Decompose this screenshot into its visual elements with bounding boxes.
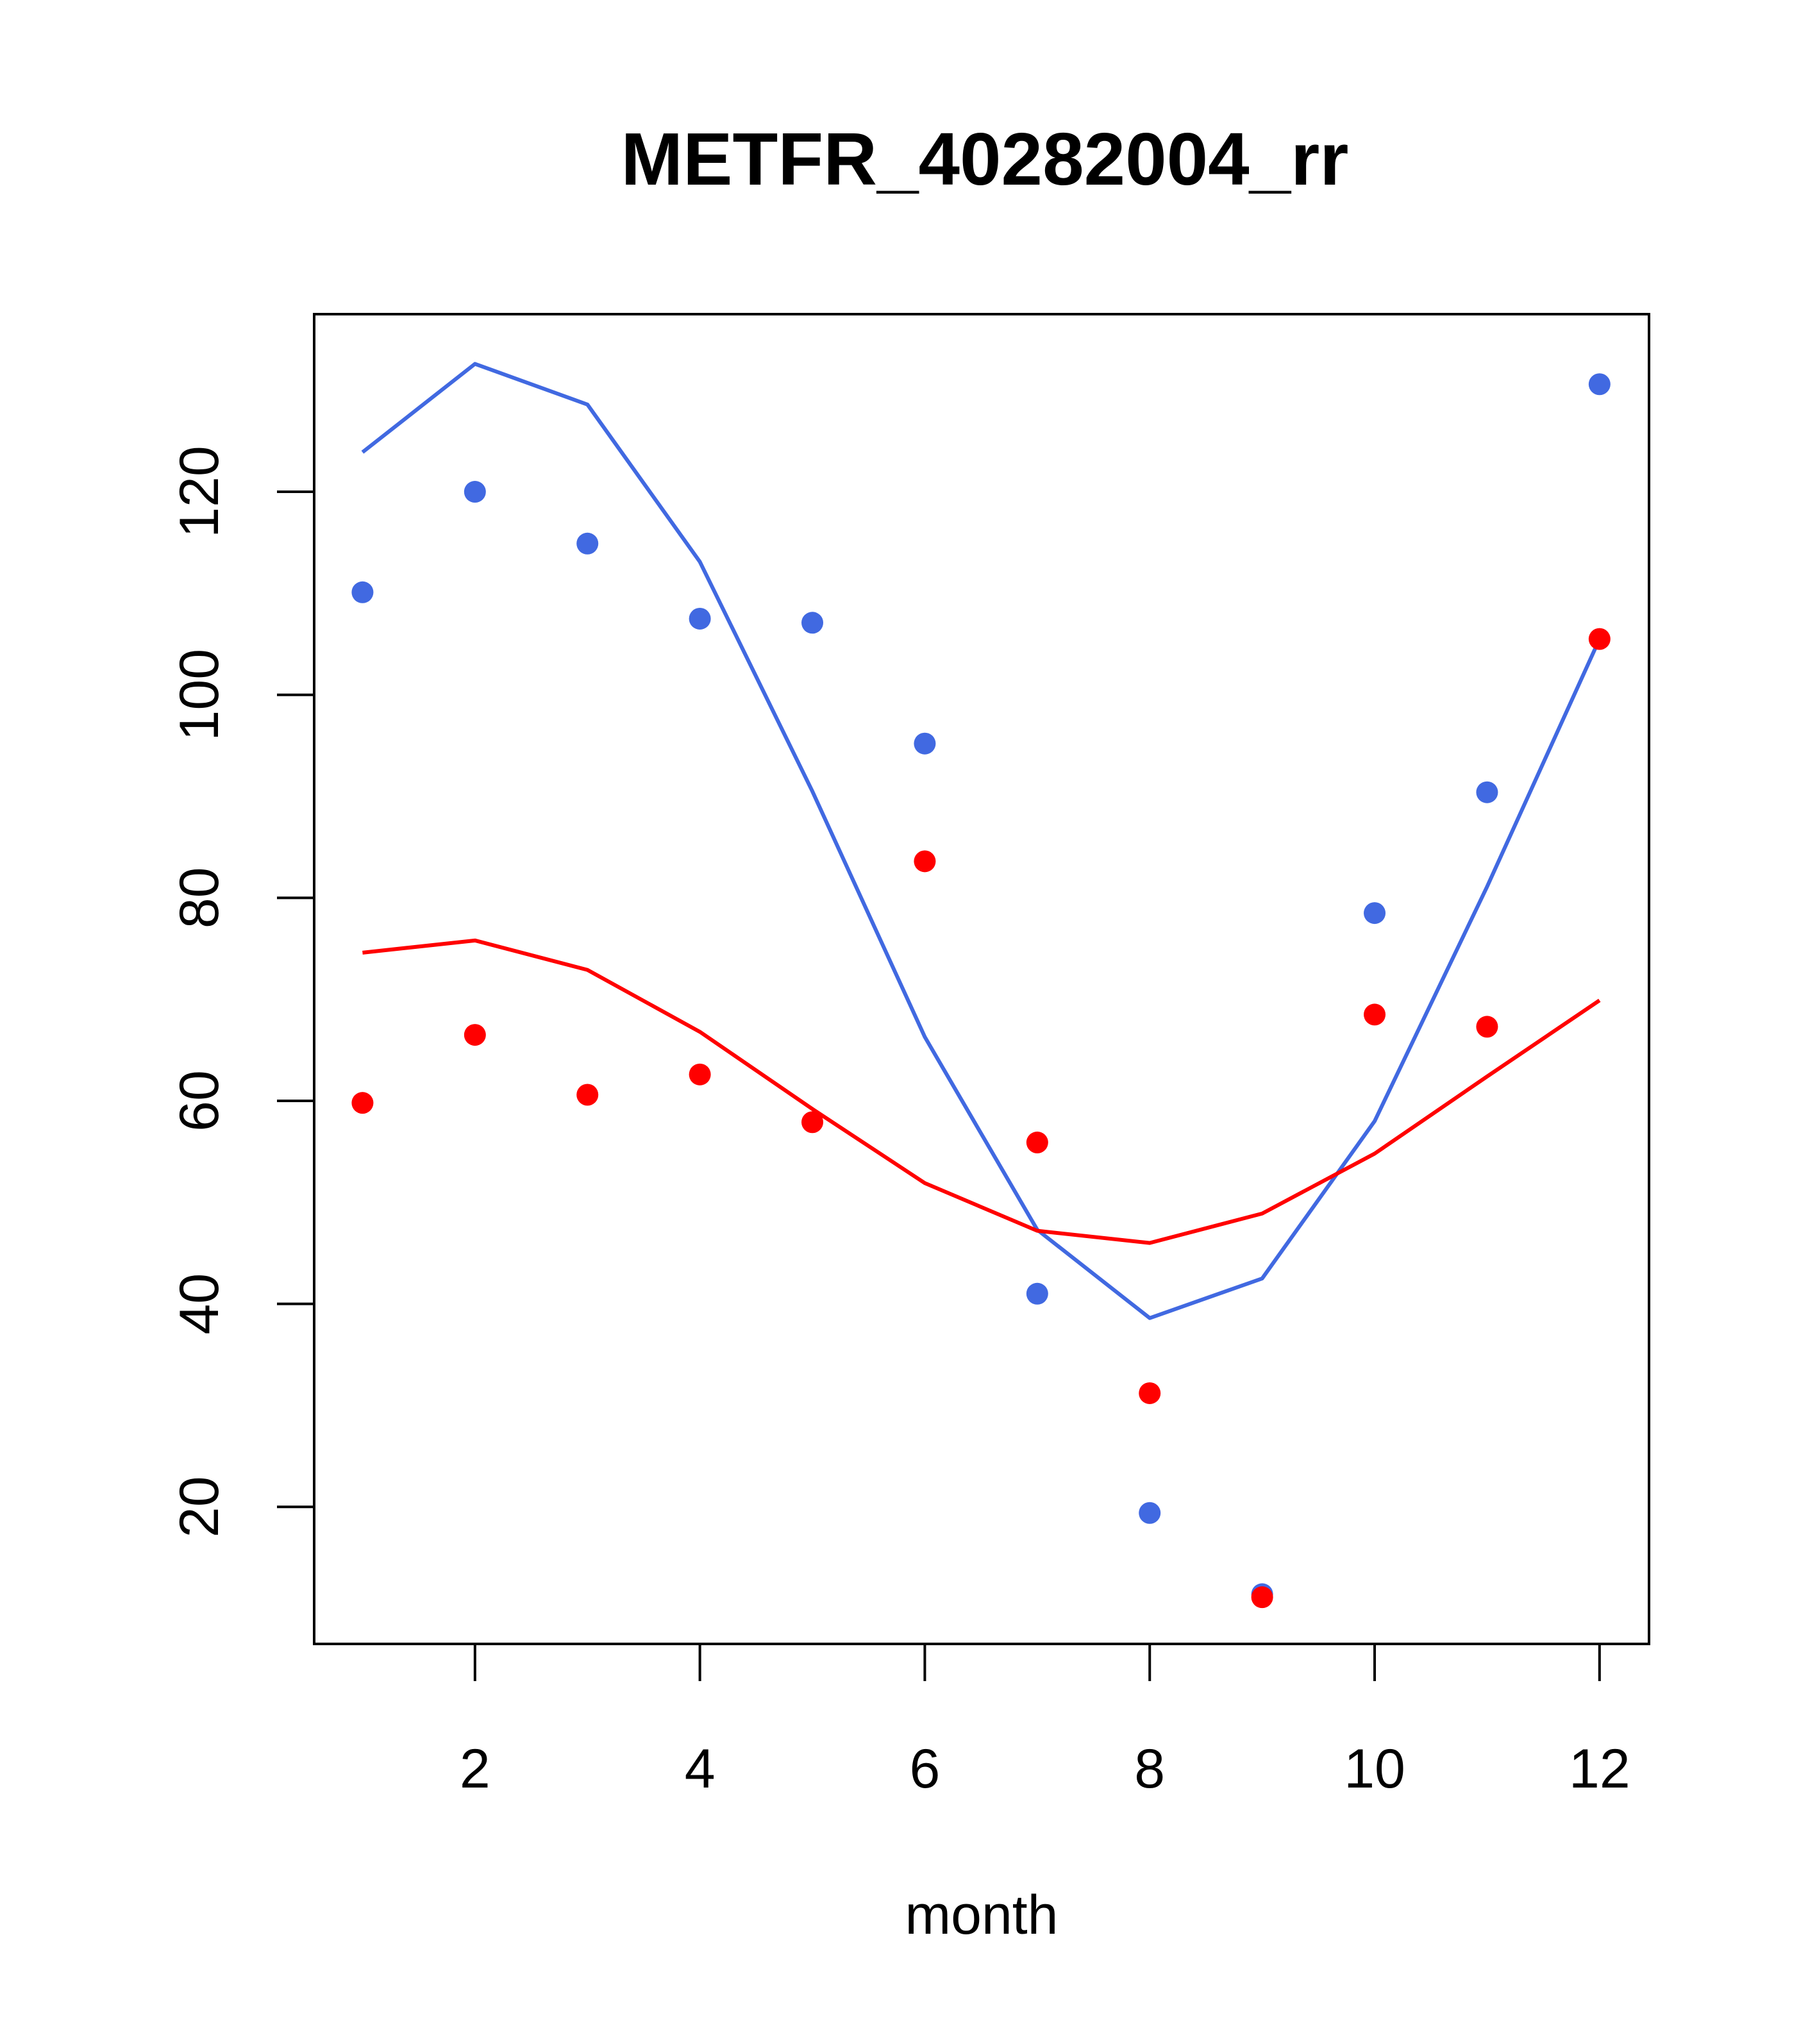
red-point — [1026, 1131, 1048, 1153]
blue-point — [689, 607, 711, 630]
blue-point — [1476, 781, 1498, 803]
blue-point — [1139, 1502, 1161, 1524]
y-tick-label: 120 — [169, 446, 230, 538]
x-tick-label: 10 — [1344, 1738, 1405, 1800]
red-point — [576, 1084, 599, 1106]
blue-point — [914, 732, 936, 755]
blue-point — [801, 612, 824, 634]
red-point — [351, 1092, 374, 1114]
red-point — [689, 1063, 711, 1085]
red-point — [464, 1024, 486, 1046]
x-tick-label: 4 — [685, 1738, 716, 1800]
y-tick-label: 40 — [169, 1273, 230, 1335]
red-point — [1588, 628, 1611, 650]
y-tick-label: 60 — [169, 1070, 230, 1132]
y-axis: 20 40 60 80 100 120 — [169, 446, 315, 1537]
x-axis: 2 4 6 8 10 12 — [460, 1643, 1630, 1800]
red-point — [1476, 1016, 1498, 1038]
blue-line — [361, 362, 1602, 1320]
blue-point — [1026, 1282, 1048, 1305]
x-tick-label: 8 — [1134, 1738, 1165, 1800]
series-layer — [351, 362, 1611, 1609]
red-point — [914, 850, 936, 873]
red-point — [801, 1111, 824, 1134]
red-line — [362, 938, 1601, 1245]
chart-title: METFR_40282004_rr — [621, 117, 1349, 201]
y-tick-label: 80 — [169, 867, 230, 929]
blue-point — [1588, 373, 1611, 396]
x-tick-label: 6 — [910, 1738, 941, 1800]
blue-point — [1364, 902, 1386, 925]
red-point — [1251, 1586, 1273, 1609]
red-point — [1139, 1382, 1161, 1404]
blue-point — [464, 481, 486, 503]
x-tick-label: 12 — [1569, 1738, 1630, 1800]
y-tick-label: 100 — [169, 649, 230, 741]
x-tick-label: 2 — [460, 1738, 490, 1800]
blue-point — [351, 581, 374, 603]
y-tick-label: 20 — [169, 1476, 230, 1537]
red-point — [1364, 1003, 1386, 1026]
blue-point — [576, 532, 599, 555]
x-axis-label: month — [905, 1884, 1058, 1946]
